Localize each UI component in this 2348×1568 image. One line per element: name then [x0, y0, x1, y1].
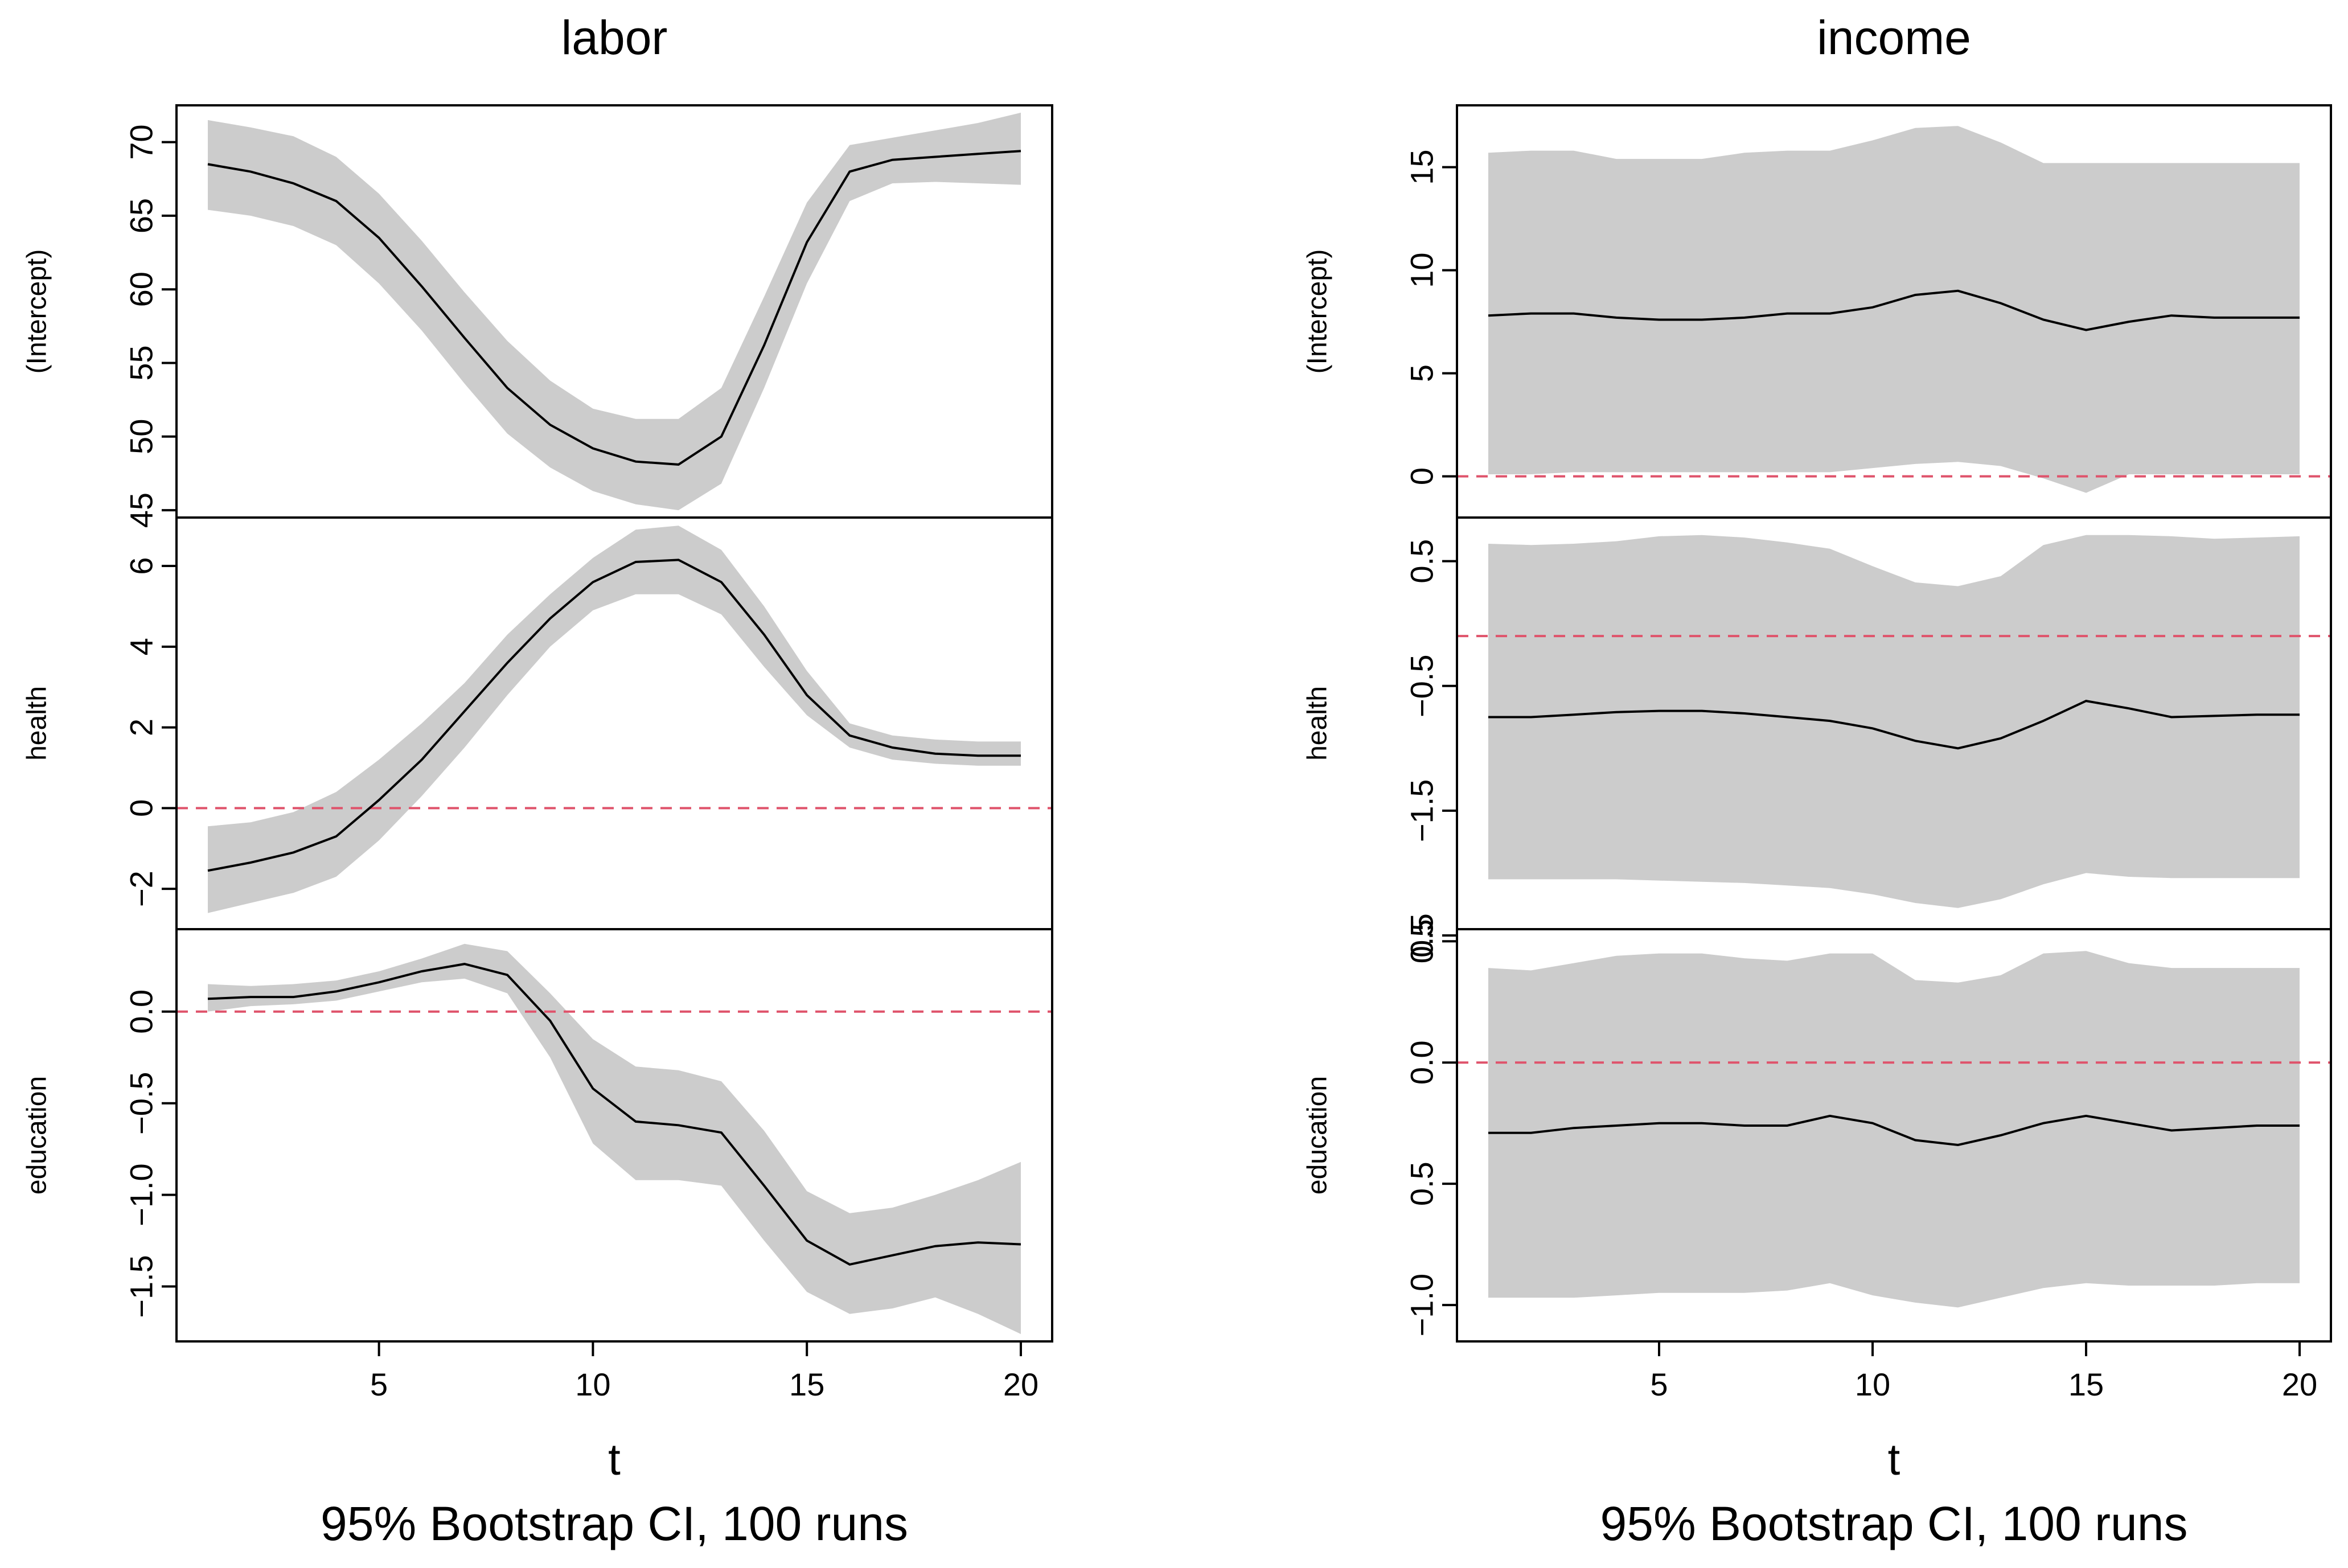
- x-tick-label: 20: [2282, 1366, 2317, 1402]
- y-tick-label: 5: [1404, 364, 1440, 382]
- y-tick-label: −0.5: [124, 1072, 159, 1135]
- x-tick-label: 20: [1003, 1366, 1038, 1402]
- confidence-band: [1488, 535, 2300, 908]
- x-tick-label: 5: [1650, 1366, 1668, 1402]
- estimate-line: [207, 150, 1021, 466]
- y-tick-label: 0.5: [1404, 913, 1440, 958]
- confidence-band: [208, 943, 1021, 1335]
- estimate-line: [207, 963, 1021, 1266]
- y-tick-label: 0.5: [1404, 1161, 1440, 1206]
- confidence-band: [208, 112, 1021, 511]
- panel-intercept: 0 5 10 15 (Intercept): [1303, 104, 2332, 519]
- chart-title: labor: [561, 11, 668, 64]
- panel-plot-area: [1457, 535, 2331, 908]
- y-tick-label: 45: [124, 492, 159, 528]
- x-tick-label: 5: [370, 1366, 388, 1402]
- panel-health: 0.5 −1.5 −0.5 0.5 health: [1303, 516, 2332, 958]
- confidence-band: [1488, 951, 2300, 1308]
- y-tick-label: 15: [1404, 149, 1440, 184]
- y-tick-label: 4: [124, 638, 159, 655]
- chart-column-income: income 0 5 10 15 (Intercept) 0.5 −1.5 −0.5 0.5 hea…: [1303, 11, 2332, 1550]
- panel-plot-area: [176, 943, 1052, 1335]
- y-tick-label: 6: [124, 557, 159, 574]
- y-tick-label: −1.0: [124, 1163, 159, 1226]
- y-tick-label: 2: [124, 719, 159, 736]
- y-axis-label: (Intercept): [1303, 249, 1333, 374]
- y-tick-label: −2: [124, 871, 159, 907]
- panel-education: −1.5 −1.0 −0.5 0.0 education: [22, 928, 1053, 1343]
- y-tick-label: −1.5: [124, 1255, 159, 1318]
- y-tick-label: 60: [124, 272, 159, 307]
- x-tick-label: 15: [789, 1366, 824, 1402]
- y-tick-label: −1.0: [1404, 1274, 1440, 1337]
- x-tick-label: 10: [1855, 1366, 1890, 1402]
- x-axis-label: t: [608, 1434, 621, 1484]
- y-tick-label: 0.0: [1404, 1040, 1440, 1085]
- y-axis-label: education: [22, 1076, 52, 1195]
- x-axis-label: t: [1888, 1434, 1900, 1484]
- y-axis-label: health: [1303, 686, 1333, 761]
- chart-caption: 95% Bootstrap CI, 100 runs: [321, 1497, 908, 1550]
- chart-title: income: [1817, 11, 1971, 64]
- confidence-band: [208, 526, 1021, 913]
- y-tick-label: 0.5: [1404, 919, 1440, 963]
- y-tick-label: 65: [124, 198, 159, 233]
- y-axis-label: education: [1303, 1076, 1333, 1195]
- y-tick-label: −1.5: [1404, 779, 1440, 843]
- panel-health: −2 0 2 4 6 health: [22, 516, 1053, 930]
- panel-plot-area: [207, 112, 1021, 511]
- panel-plot-area: [1457, 126, 2331, 493]
- x-tick-label: 10: [575, 1366, 610, 1402]
- x-tick-label: 15: [2068, 1366, 2104, 1402]
- panel-plot-area: [1457, 951, 2331, 1308]
- estimate-line: [1488, 700, 2300, 750]
- y-tick-label: 0: [124, 799, 159, 817]
- y-tick-label: −0.5: [1404, 654, 1440, 717]
- chart-caption: 95% Bootstrap CI, 100 runs: [1600, 1497, 2188, 1550]
- panel-plot-area: [176, 526, 1052, 913]
- y-axis-label: health: [22, 686, 52, 761]
- y-axis-label: (Intercept): [22, 249, 52, 374]
- confidence-band: [1488, 126, 2300, 493]
- y-tick-label: 0.0: [124, 990, 159, 1034]
- y-tick-label: 55: [124, 345, 159, 380]
- estimate-line: [1488, 1114, 2300, 1147]
- y-tick-label: 50: [124, 419, 159, 454]
- y-tick-label: 70: [124, 124, 159, 159]
- y-tick-label: 10: [1404, 252, 1440, 288]
- y-tick-label: 0.5: [1404, 539, 1440, 584]
- estimate-line: [1488, 289, 2300, 331]
- estimate-line: [207, 559, 1021, 872]
- panel-frame: [175, 928, 1053, 1343]
- chart-column-labor: labor 45 50 55 60 65 70 (Intercept) −2 0 2 4 6 health…: [22, 11, 1053, 1550]
- panel-frame: [1456, 928, 2332, 1343]
- y-tick-label: 0: [1404, 467, 1440, 485]
- panel-education: −1.0 0.5 0.0 0.5 education: [1303, 919, 2332, 1343]
